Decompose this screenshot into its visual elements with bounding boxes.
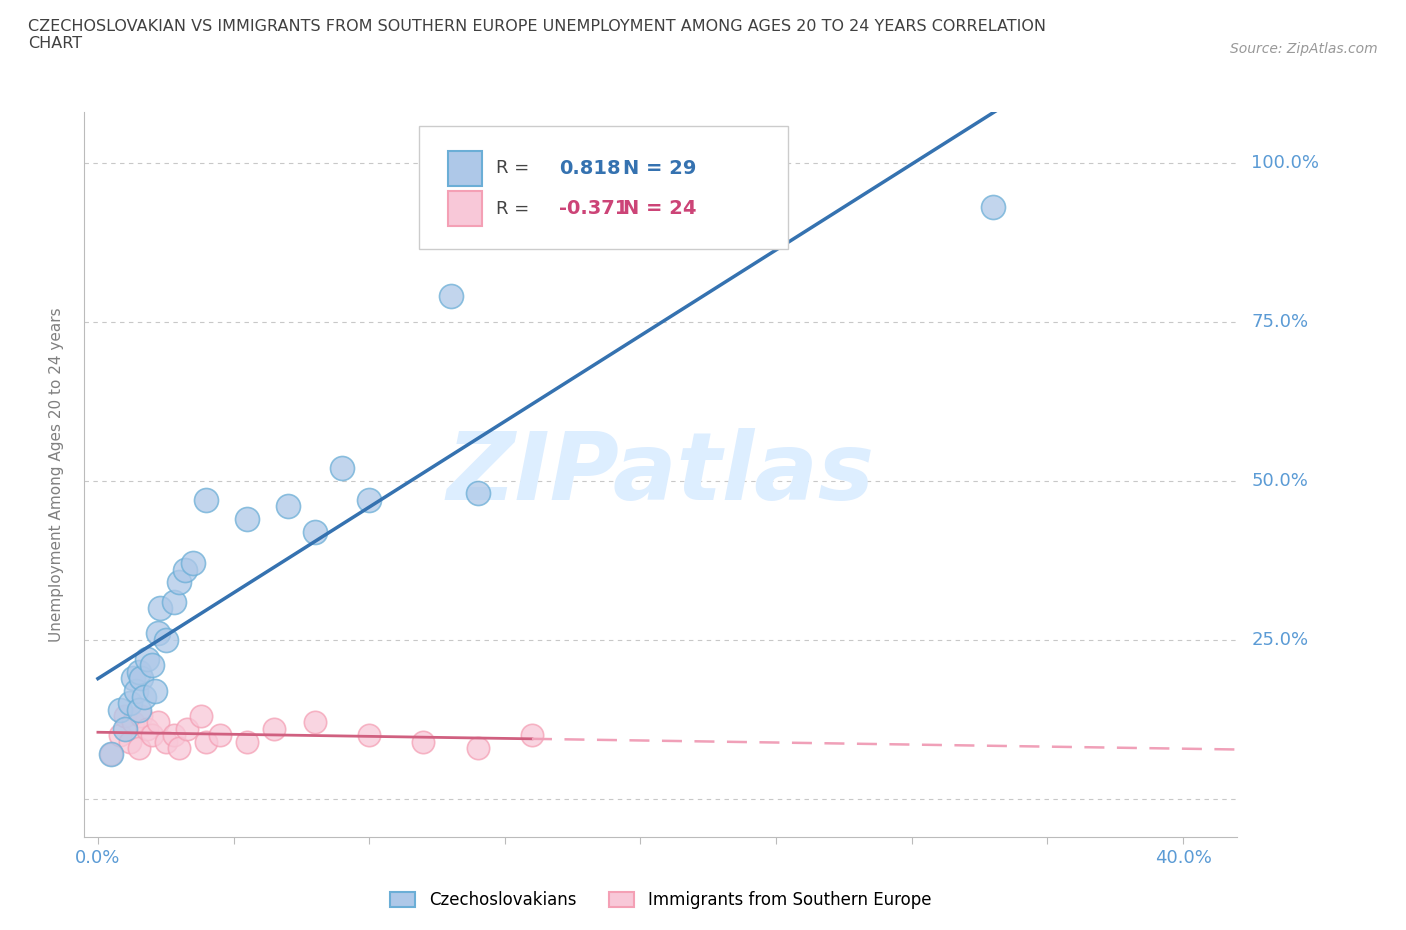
- Legend: Czechoslovakians, Immigrants from Southern Europe: Czechoslovakians, Immigrants from Southe…: [384, 884, 938, 916]
- Point: [131, 671, 153, 685]
- Point: [114, 709, 136, 724]
- Point: [304, 525, 326, 539]
- Point: [236, 512, 259, 526]
- Text: 25.0%: 25.0%: [1251, 631, 1309, 649]
- Point: [155, 632, 177, 647]
- Point: [981, 200, 1004, 215]
- Point: [122, 671, 145, 685]
- Point: [146, 626, 169, 641]
- Text: Source: ZipAtlas.com: Source: ZipAtlas.com: [1230, 42, 1378, 56]
- Point: [108, 728, 131, 743]
- Point: [120, 696, 142, 711]
- Point: [163, 594, 186, 609]
- Text: N = 29: N = 29: [623, 159, 696, 178]
- Point: [304, 715, 326, 730]
- Text: CZECHOSLOVAKIAN VS IMMIGRANTS FROM SOUTHERN EUROPE UNEMPLOYMENT AMONG AGES 20 TO: CZECHOSLOVAKIAN VS IMMIGRANTS FROM SOUTH…: [28, 19, 1046, 51]
- Point: [467, 740, 489, 755]
- Point: [359, 492, 381, 507]
- Point: [173, 563, 195, 578]
- Point: [163, 728, 186, 743]
- Point: [169, 740, 191, 755]
- Point: [176, 722, 198, 737]
- Point: [330, 460, 353, 475]
- Point: [149, 601, 172, 616]
- Text: ZIPatlas: ZIPatlas: [447, 429, 875, 520]
- Point: [439, 288, 461, 303]
- Point: [100, 747, 122, 762]
- Point: [169, 575, 191, 590]
- Text: N = 24: N = 24: [623, 199, 696, 219]
- Point: [236, 734, 259, 749]
- Point: [143, 684, 166, 698]
- Point: [467, 486, 489, 501]
- Point: [128, 664, 150, 679]
- Text: -0.371: -0.371: [560, 199, 628, 219]
- Point: [135, 722, 157, 737]
- Point: [190, 709, 212, 724]
- Point: [263, 722, 285, 737]
- Point: [208, 728, 231, 743]
- Point: [100, 747, 122, 762]
- Point: [181, 556, 204, 571]
- Point: [146, 715, 169, 730]
- Point: [132, 689, 155, 704]
- Text: 50.0%: 50.0%: [1251, 472, 1308, 490]
- Point: [141, 658, 163, 672]
- Text: R =: R =: [496, 159, 534, 178]
- Point: [122, 715, 145, 730]
- Point: [125, 684, 148, 698]
- Point: [520, 728, 543, 743]
- Point: [277, 498, 299, 513]
- Point: [195, 492, 218, 507]
- Text: 0.818: 0.818: [560, 159, 621, 178]
- Point: [359, 728, 381, 743]
- Point: [131, 709, 153, 724]
- Text: R =: R =: [496, 200, 534, 218]
- Y-axis label: Unemployment Among Ages 20 to 24 years: Unemployment Among Ages 20 to 24 years: [49, 307, 63, 642]
- Text: 75.0%: 75.0%: [1251, 312, 1309, 330]
- FancyBboxPatch shape: [419, 126, 787, 249]
- FancyBboxPatch shape: [447, 192, 482, 226]
- Point: [120, 734, 142, 749]
- FancyBboxPatch shape: [447, 151, 482, 186]
- Text: 100.0%: 100.0%: [1251, 153, 1319, 171]
- Point: [155, 734, 177, 749]
- Point: [108, 702, 131, 717]
- Point: [141, 728, 163, 743]
- Point: [195, 734, 218, 749]
- Point: [128, 702, 150, 717]
- Point: [128, 740, 150, 755]
- Point: [135, 651, 157, 666]
- Point: [114, 722, 136, 737]
- Point: [412, 734, 434, 749]
